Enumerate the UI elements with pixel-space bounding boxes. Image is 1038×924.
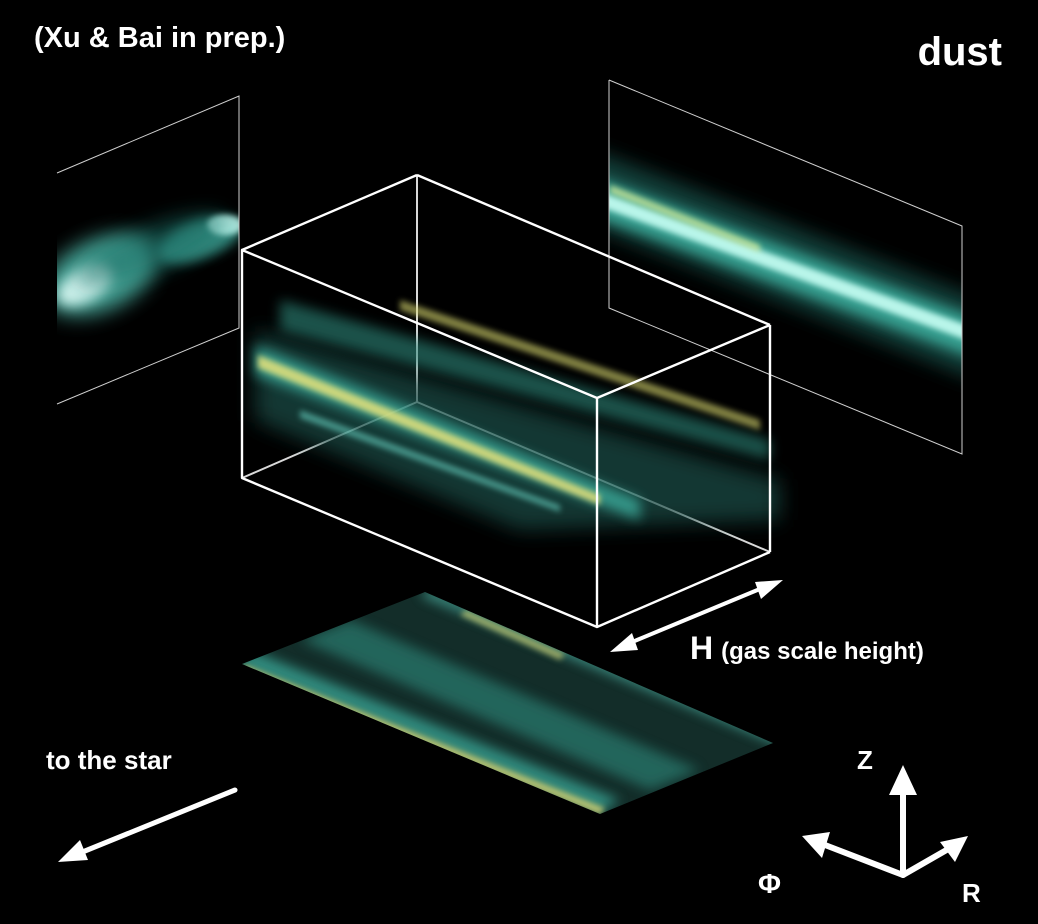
h-scale-label: H (gas scale height) — [690, 630, 924, 667]
axes-triad — [802, 765, 968, 878]
left-panel-dust — [57, 213, 239, 316]
bottom-slice — [242, 592, 773, 814]
h-description: (gas scale height) — [721, 638, 924, 665]
phi-axis-label: Φ — [758, 868, 781, 899]
z-axis-label: Z — [857, 745, 873, 775]
right-panel-dust — [609, 150, 962, 380]
r-axis-arrow — [900, 845, 953, 878]
citation-label: (Xu & Bai in prep.) — [34, 22, 286, 54]
bottom-slice-dust — [242, 592, 773, 814]
left-projection-panel — [56, 95, 240, 405]
right-panel-border — [608, 79, 963, 455]
box-front-edges — [240, 173, 772, 629]
phi-axis-arrow — [822, 842, 906, 878]
h-symbol: H — [690, 630, 714, 666]
to-star-arrow — [58, 787, 238, 862]
to-star-label: to the star — [46, 745, 172, 775]
box-dust-volume — [255, 300, 780, 530]
r-axis-label: R — [962, 878, 981, 908]
simulation-box — [240, 173, 780, 629]
title-dust: dust — [917, 30, 1002, 74]
left-panel-border — [56, 95, 240, 405]
right-projection-panel — [608, 79, 963, 455]
h-scale-arrow — [610, 580, 783, 652]
